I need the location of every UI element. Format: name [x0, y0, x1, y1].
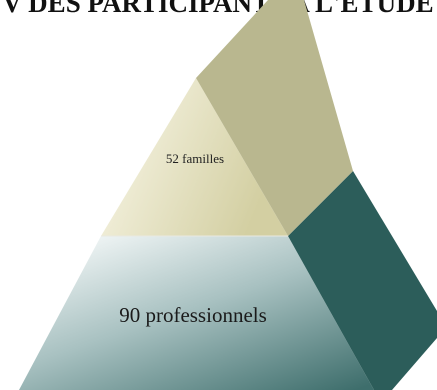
pyramid-bottom-front — [19, 236, 374, 390]
top-level-label: 52 familles — [166, 151, 224, 166]
bottom-level-label: 90 professionnels — [119, 303, 267, 327]
page-title: V DES PARTICIPANTS A L'ETUDE — [2, 0, 433, 18]
pyramid-top-front — [101, 78, 288, 236]
pyramid-top-side — [196, 0, 353, 236]
pyramid-bottom-side — [288, 171, 437, 390]
